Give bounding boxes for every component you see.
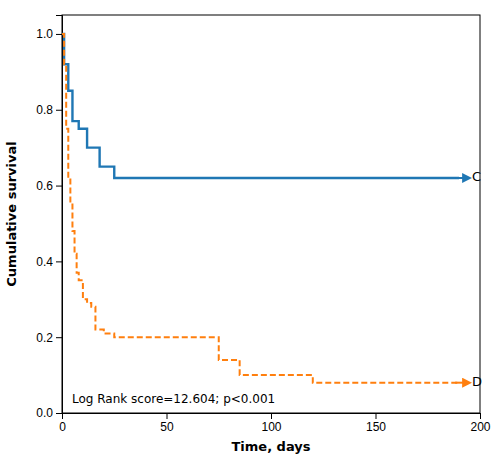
y-tick-mark [56,337,62,338]
x-tick-label: 0 [59,420,66,434]
x-tick: 100 [261,413,281,434]
end-arrow [455,382,463,384]
y-tick: 0.4 [36,255,62,269]
series-label: D [472,374,482,389]
y-tick-label: 0.0 [36,406,53,420]
plot: 0 50 100 150 200 0.0 0.2 0.4 0.6 0.8 1.0 C D Log Rank… [36,15,491,434]
survival-line [62,34,459,383]
y-tick-label: 0.6 [36,179,53,193]
x-tick-mark [271,413,272,419]
x-tick: 150 [366,413,386,434]
x-tick-label: 200 [470,420,490,434]
y-tick-mark [56,261,62,262]
y-tick-mark [56,110,62,111]
x-tick: 0 [59,413,66,434]
y-axis-title: Cumulative survival [4,141,19,286]
x-tick-mark [167,413,168,419]
survival-line [62,34,459,178]
series-label: C [472,169,481,184]
x-axis-domain [63,414,481,420]
y-tick-mark [56,413,62,414]
chart: 0 50 100 150 200 0.0 0.2 0.4 0.6 0.8 1.0 C D Log Rank… [0,0,500,463]
y-tick: 0.6 [36,179,62,193]
x-tick-label: 50 [160,420,174,434]
y-tick: 0.2 [36,331,62,345]
x-axis-title: Time, days [231,439,310,454]
y-tick-mark [56,186,62,187]
x-tick: 200 [470,413,490,434]
y-tick: 0.0 [36,406,62,420]
y-tick-label: 0.4 [36,255,53,269]
x-tick-mark [376,413,377,419]
x-tick-label: 100 [261,420,281,434]
y-axis: 0.0 0.2 0.4 0.6 0.8 1.0 [36,16,62,421]
series-group [62,34,459,383]
y-axis-domain [56,16,63,414]
x-axis: 0 50 100 150 200 [59,413,491,434]
y-tick: 0.8 [36,103,62,117]
y-tick-label: 0.8 [36,103,53,117]
x-tick: 50 [160,413,174,434]
annotation: Log Rank score=12.604; p<0.001 [72,392,275,406]
y-tick-mark [56,34,62,35]
x-tick-label: 150 [366,420,386,434]
plot-frame [62,15,480,413]
y-tick: 1.0 [36,27,62,41]
x-tick-mark [480,413,481,419]
y-tick-label: 1.0 [36,27,53,41]
y-tick-label: 0.2 [36,331,53,345]
labels: C D Log Rank score=12.604; p<0.001 [72,169,482,406]
end-arrow [455,177,463,179]
